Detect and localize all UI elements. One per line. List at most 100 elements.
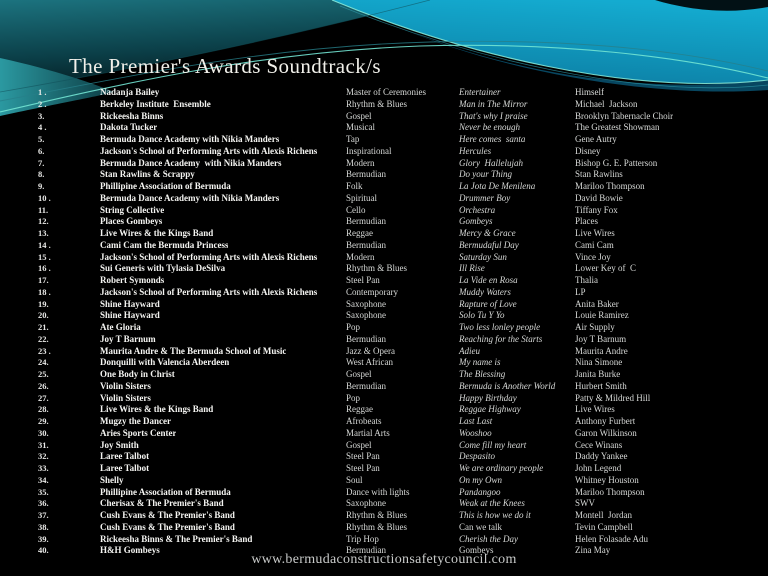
song-cell: Do your Thing: [459, 169, 513, 180]
song-cell: Hercules: [459, 145, 492, 156]
table-row: 8. Stan Rawlins & Scrappy Bermudian Do y…: [0, 169, 768, 181]
artist-cell: Stan Rawlins: [575, 169, 623, 180]
table-row: 24. Donquilli with Valencia Aberdeen Wes…: [0, 357, 768, 369]
performer-cell: Shine Hayward: [100, 298, 160, 309]
row-number: 3.: [38, 110, 45, 121]
artist-cell: Gene Autry: [575, 134, 617, 144]
table-row: 22. Joy T Barnum Bermudian Reaching for …: [0, 334, 768, 346]
row-number: 5.: [38, 134, 45, 144]
row-number: 32.: [38, 451, 49, 462]
table-row: 40. H&H Gombeys Bermudian Gombeys Zina M…: [0, 545, 768, 557]
song-cell: Last Last: [459, 416, 493, 426]
song-cell: Two less lonley people: [459, 322, 541, 332]
row-number: 37.: [38, 510, 49, 520]
song-cell: Gombeys: [459, 545, 494, 556]
table-row: 23 . Maurita Andre & The Bermuda School …: [0, 346, 768, 358]
artist-cell: Anthony Furbert: [575, 416, 636, 426]
row-number: 18 .: [38, 286, 51, 297]
performer-cell: One Body in Christ: [100, 369, 175, 379]
performer-cell: Bermuda Dance Academy with Nikia Manders: [100, 134, 280, 144]
table-row: 25. One Body in Christ Gospel The Blessi…: [0, 369, 768, 381]
genre-cell: Modern: [346, 251, 375, 262]
row-number: 8.: [38, 169, 45, 180]
table-row: 32. Laree Talbot Steel Pan Despasito Dad…: [0, 451, 768, 463]
table-row: 37. Cush Evans & The Premier's Band Rhyt…: [0, 510, 768, 522]
artist-cell: Live Wires: [575, 228, 615, 238]
song-cell: Never be enough: [459, 122, 520, 133]
artist-cell: Himself: [575, 87, 604, 97]
song-cell: Man in The Mirror: [459, 98, 528, 109]
performer-cell: Sui Generis with Tylasia DeSilva: [100, 263, 226, 274]
table-row: 35. Phillipine Association of Bermuda Da…: [0, 487, 768, 499]
genre-cell: Saxophone: [346, 310, 386, 321]
table-row: 13. Live Wires & the Kings Band Reggae M…: [0, 228, 768, 240]
table-row: 33. Laree Talbot Steel Pan We are ordina…: [0, 463, 768, 475]
artist-cell: Disney: [575, 145, 601, 156]
row-number: 25.: [38, 369, 49, 379]
table-row: 31. Joy Smith Gospel Come fill my heart …: [0, 440, 768, 452]
performer-cell: Berkeley Institute Ensemble: [100, 98, 211, 109]
row-number: 40.: [38, 545, 49, 556]
performer-cell: Donquilli with Valencia Aberdeen: [100, 357, 230, 368]
table-row: 10 . Bermuda Dance Academy with Nikia Ma…: [0, 193, 768, 205]
table-row: 18 . Jackson's School of Performing Arts…: [0, 287, 768, 299]
performer-cell: Live Wires & the Kings Band: [100, 404, 214, 415]
artist-cell: Live Wires: [575, 404, 615, 415]
row-number: 13.: [38, 228, 49, 238]
row-number: 4 .: [38, 122, 47, 133]
performer-cell: Joy Smith: [100, 439, 139, 450]
soundtrack-table: 1 . Nadanja Bailey Master of Ceremonies …: [0, 87, 768, 557]
genre-cell: Gospel: [346, 439, 372, 450]
row-number: 35.: [38, 486, 49, 497]
row-number: 14 .: [38, 239, 51, 250]
performer-cell: Laree Talbot: [100, 451, 150, 462]
performer-cell: Aries Sports Center: [100, 427, 177, 438]
genre-cell: Dance with lights: [346, 486, 410, 497]
genre-cell: Tap: [346, 134, 360, 144]
song-cell: Bermudaful Day: [459, 239, 519, 250]
table-row: 7. Bermuda Dance Academy with Nikia Mand…: [0, 158, 768, 170]
row-number: 30.: [38, 427, 49, 438]
artist-cell: Cami Cam: [575, 239, 614, 250]
artist-cell: Places: [575, 216, 598, 227]
artist-cell: Whitney Houston: [575, 474, 639, 485]
row-number: 26.: [38, 380, 49, 391]
genre-cell: Steel Pan: [346, 463, 380, 473]
genre-cell: Bermudian: [346, 169, 386, 180]
table-row: 38. Cush Evans & The Premier's Band Rhyt…: [0, 522, 768, 534]
genre-cell: Musical: [346, 122, 375, 133]
genre-cell: Martial Arts: [346, 427, 390, 438]
genre-cell: Trip Hop: [346, 533, 379, 544]
table-row: 3. Rickeesha Binns Gospel That's why I p…: [0, 111, 768, 123]
song-cell: The Blessing: [459, 369, 506, 379]
artist-cell: LP: [575, 286, 586, 297]
artist-cell: Joy T Barnum: [575, 333, 627, 344]
song-cell: We are ordinary people: [459, 463, 544, 473]
slide-title: The Premier's Awards Soundtrack/s: [69, 54, 381, 78]
genre-cell: West African: [346, 357, 394, 368]
genre-cell: Rhythm & Blues: [346, 510, 408, 520]
song-cell: Glory Hallelujah: [459, 157, 523, 168]
table-row: 4 . Dakota Tucker Musical Never be enoug…: [0, 122, 768, 134]
genre-cell: Rhythm & Blues: [346, 521, 408, 532]
artist-cell: Tiffany Fox: [575, 204, 618, 215]
song-cell: Weak at the Knees: [459, 498, 525, 509]
row-number: 31.: [38, 439, 49, 450]
performer-cell: Stan Rawlins & Scrappy: [100, 169, 195, 180]
song-cell: That's why I praise: [459, 110, 528, 121]
performer-cell: Maurita Andre & The Bermuda School of Mu…: [100, 345, 287, 356]
performer-cell: Rickeesha Binns: [100, 110, 164, 121]
footer-url: www.bermudaconstructionsafetycouncil.com: [251, 552, 517, 567]
genre-cell: Bermudian: [346, 380, 386, 391]
row-number: 28.: [38, 404, 49, 415]
genre-cell: Bermudian: [346, 216, 386, 227]
artist-cell: Zina May: [575, 545, 611, 556]
song-cell: Reaching for the Starts: [459, 333, 543, 344]
genre-cell: Bermudian: [346, 333, 386, 344]
row-number: 10 .: [38, 192, 51, 203]
row-number: 24.: [38, 357, 49, 368]
artist-cell: SWV: [575, 498, 595, 509]
song-cell: Reggae Highway: [459, 404, 521, 415]
performer-cell: H&H Gombeys: [100, 545, 160, 556]
